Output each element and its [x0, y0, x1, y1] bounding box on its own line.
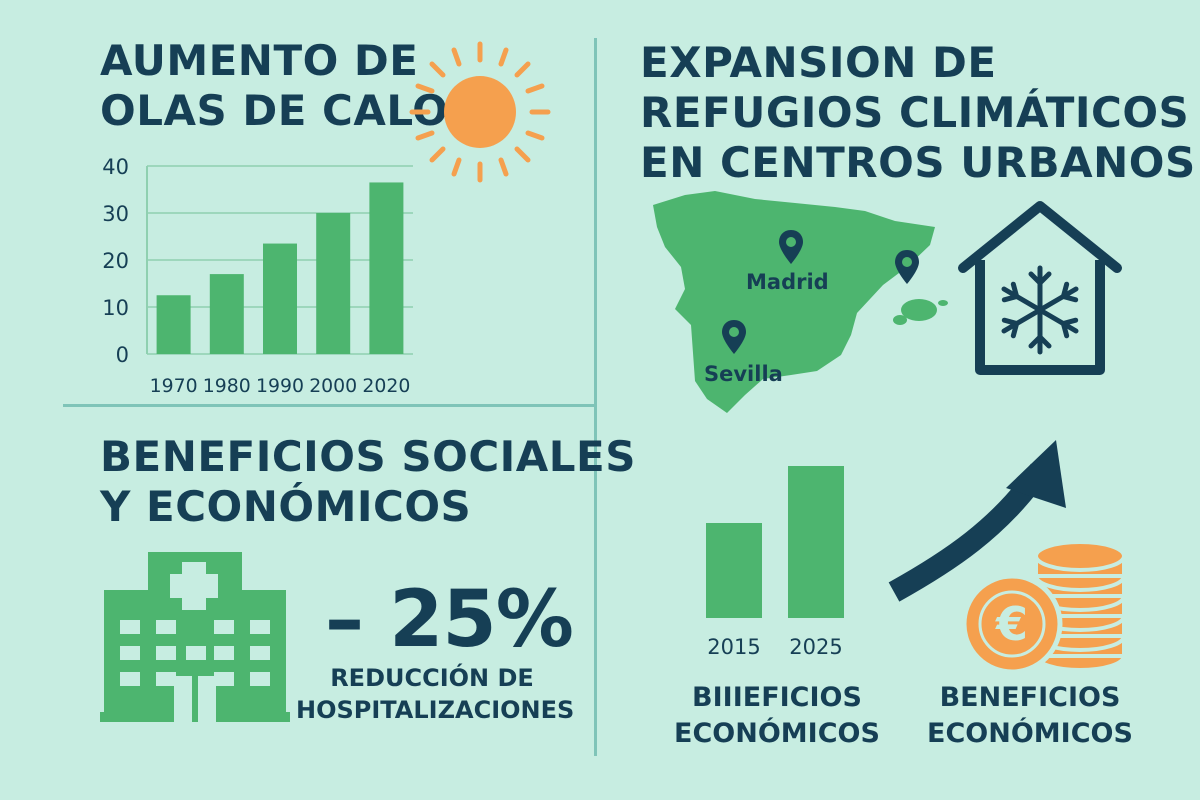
- bar: [209, 274, 244, 354]
- house-snowflake-icon: [958, 201, 1122, 375]
- bar: [316, 213, 351, 354]
- y-tick-label: 20: [102, 249, 129, 273]
- euro-symbol: €: [995, 597, 1028, 651]
- y-tick-label: 0: [116, 343, 129, 367]
- x-tick-label: 2000: [309, 375, 357, 397]
- city-label-sevilla: Sevilla: [704, 362, 783, 386]
- trend-arrow-icon: [888, 440, 1066, 602]
- x-tick-label: 2025: [789, 635, 842, 659]
- hospital-icon: [100, 552, 290, 722]
- x-tick-label: 1990: [256, 375, 304, 397]
- bar: [156, 295, 191, 354]
- x-tick-label: 2020: [362, 375, 410, 397]
- vertical-divider: [594, 38, 597, 756]
- x-tick-label: 1980: [203, 375, 251, 397]
- refuges-title: Expansion de refugios climáticos en cent…: [640, 38, 1196, 187]
- map-pin-icon: [895, 250, 919, 284]
- benefits-title: Beneficios sociales y económicos: [100, 432, 636, 531]
- heatwave-bar-chart: 0 10 20 30 40 1970 1980 1990 2000 2020: [102, 155, 413, 397]
- economic-bar-chart: 2015 2025: [706, 466, 844, 659]
- y-tick-label: 10: [102, 296, 129, 320]
- x-tick-label: 2015: [707, 635, 760, 659]
- map-pin-icon: [779, 230, 803, 264]
- economic-caption-left: Biiieficios económicos: [674, 682, 880, 749]
- city-label-madrid: Madrid: [746, 270, 829, 294]
- hospitalization-reduction-value: – 25%: [325, 575, 574, 665]
- map-pin-icon: [722, 320, 746, 354]
- y-tick-label: 30: [102, 202, 129, 226]
- bar: [788, 466, 844, 618]
- spain-map-icon: [653, 191, 948, 413]
- bar: [706, 523, 762, 618]
- euro-coins-icon: €: [961, 540, 1126, 675]
- hospitalization-caption: Reducción de hospitalizaciones: [296, 664, 575, 724]
- horizontal-divider: [63, 404, 594, 407]
- x-tick-label: 1970: [150, 375, 198, 397]
- y-tick-label: 40: [102, 155, 129, 179]
- bar: [369, 182, 404, 354]
- economic-caption-right: Beneficios económicos: [927, 682, 1133, 749]
- sun-icon: [409, 41, 551, 183]
- bar: [263, 243, 297, 354]
